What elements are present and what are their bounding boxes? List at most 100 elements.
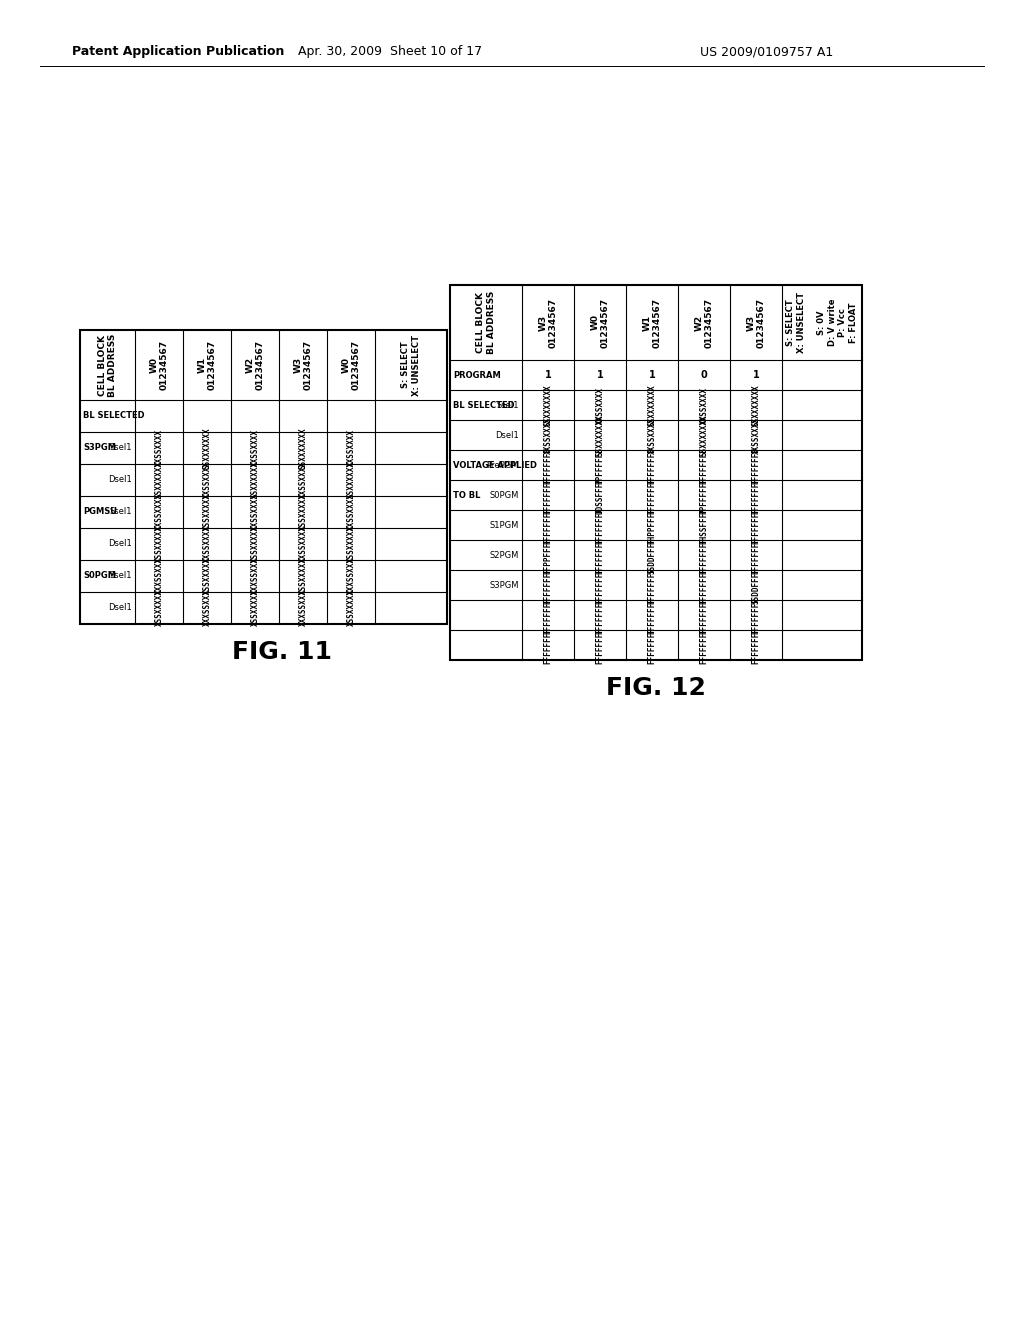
Text: XSSXXXXX: XSSXXXXX: [203, 494, 212, 531]
Text: FFFFFFFF: FFFFFFFF: [752, 597, 761, 634]
Text: FFFFFFFF: FFFFFFFF: [596, 627, 604, 664]
Text: FFFFFFFF: FFFFFFFF: [544, 566, 553, 603]
Text: FFFFFFFF: FFFFFFFF: [596, 597, 604, 634]
Text: XXSSXXXX: XXSSXXXX: [346, 429, 355, 466]
Text: 0: 0: [700, 370, 708, 380]
Text: FFFFFFFF: FFFFFFFF: [596, 566, 604, 603]
Text: XXSSXXXX: XXSSXXXX: [346, 494, 355, 531]
Text: XXSSXXXX: XXSSXXXX: [544, 417, 553, 454]
Text: FFFFFFFF: FFFFFFFF: [752, 627, 761, 664]
Text: Patent Application Publication: Patent Application Publication: [72, 45, 285, 58]
Text: FFFFFFFF: FFFFFFFF: [544, 627, 553, 664]
Text: XXSSXXXX: XXSSXXXX: [203, 462, 212, 499]
Text: XSSXXXXX: XSSXXXXX: [155, 525, 164, 562]
Text: XSSXXXXX: XSSXXXXX: [203, 557, 212, 594]
Text: W0
01234567: W0 01234567: [341, 341, 360, 391]
Text: FFFFFFFF: FFFFFFFF: [752, 446, 761, 483]
Text: XSSXXXXX: XSSXXXXX: [251, 590, 259, 627]
Text: XXXSSXXX: XXXSSXXX: [299, 590, 307, 627]
Text: W0
01234567: W0 01234567: [150, 341, 169, 391]
Text: SSXXXXXXX: SSXXXXXXX: [299, 428, 307, 469]
Text: S1PGM: S1PGM: [489, 520, 519, 529]
Text: DDSSFFFF: DDSSFFFF: [596, 477, 604, 513]
Text: W1
01234567: W1 01234567: [642, 297, 662, 347]
Text: BL SELECTED: BL SELECTED: [83, 412, 144, 421]
Text: Ssel1: Ssel1: [497, 400, 519, 409]
Text: W3
01234567: W3 01234567: [539, 297, 558, 347]
Text: FFFFFFFF: FFFFFFFF: [647, 566, 656, 603]
Text: XSSXXXXX: XSSXXXXX: [155, 590, 164, 627]
Text: Apr. 30, 2009  Sheet 10 of 17: Apr. 30, 2009 Sheet 10 of 17: [298, 45, 482, 58]
Text: FFFFFFFF: FFFFFFFF: [752, 477, 761, 513]
Text: SSXXXXXXX: SSXXXXXXX: [699, 414, 709, 455]
Text: FFFFFFFF: FFFFFFFF: [647, 446, 656, 483]
Text: PrePGM: PrePGM: [486, 461, 519, 470]
Text: Ssel1: Ssel1: [110, 572, 132, 581]
Text: FFPPFFFF: FFPPFFFF: [544, 536, 553, 573]
Text: S0PGM: S0PGM: [489, 491, 519, 499]
Text: FFFFFFFF: FFFFFFFF: [699, 536, 709, 573]
Text: FFFFFFFF: FFFFFFFF: [544, 597, 553, 634]
Text: SSDDFFFF: SSDDFFFF: [647, 536, 656, 573]
Text: PROGRAM: PROGRAM: [453, 371, 501, 380]
Text: Ssel1: Ssel1: [110, 444, 132, 453]
Text: SSXXXXXXX: SSXXXXXXX: [752, 384, 761, 426]
Text: W1
01234567: W1 01234567: [198, 341, 217, 391]
Text: S3PGM: S3PGM: [489, 581, 519, 590]
Text: Dsel1: Dsel1: [109, 475, 132, 484]
Text: FFFFFFFF: FFFFFFFF: [699, 566, 709, 603]
Text: S2PGM: S2PGM: [489, 550, 519, 560]
Text: XXXSSXXX: XXXSSXXX: [155, 557, 164, 594]
Text: Ssel1: Ssel1: [110, 507, 132, 516]
Bar: [80, 330, 447, 624]
Text: Dsel1: Dsel1: [109, 603, 132, 612]
Text: FFFFFFFF: FFFFFFFF: [699, 597, 709, 634]
Text: XXSSXXXX: XXSSXXXX: [203, 525, 212, 562]
Text: CELL BLOCK
BL ADDRESS: CELL BLOCK BL ADDRESS: [98, 334, 117, 397]
Text: FFFFFFFF: FFFFFFFF: [596, 507, 604, 544]
Text: TO BL: TO BL: [453, 491, 480, 499]
Text: XXSSXXXX: XXSSXXXX: [647, 417, 656, 454]
Bar: [450, 285, 862, 660]
Text: S0PGM: S0PGM: [83, 572, 116, 581]
Text: S: SELECT
X: UNSELECT
 
S: 0V
D: V write
P: Vcc
F: FLOAT: S: SELECT X: UNSELECT S: 0V D: V write P…: [786, 292, 858, 352]
Text: SSDDFFFF: SSDDFFFF: [752, 566, 761, 603]
Text: FFFFFFFF: FFFFFFFF: [544, 507, 553, 544]
Text: 1: 1: [545, 370, 551, 380]
Text: XXSSXXXX: XXSSXXXX: [251, 494, 259, 531]
Text: XXSSXXXX: XXSSXXXX: [251, 429, 259, 466]
Text: FFFFFFFF: FFFFFFFF: [544, 446, 553, 483]
Text: XXXSSXXX: XXXSSXXX: [346, 557, 355, 594]
Text: S: SELECT
X: UNSELECT: S: SELECT X: UNSELECT: [401, 334, 421, 396]
Text: FFFFFFFF: FFFFFFFF: [544, 477, 553, 513]
Text: FFFFFFFF: FFFFFFFF: [699, 446, 709, 483]
Text: XSSXXXXX: XSSXXXXX: [346, 525, 355, 562]
Text: SSXXXXXXX: SSXXXXXXX: [596, 414, 604, 455]
Text: VOLTAGE APPLIED: VOLTAGE APPLIED: [453, 461, 537, 470]
Text: SSXXXXXXX: SSXXXXXXX: [203, 428, 212, 469]
Text: FHSSFFFF: FHSSFFFF: [699, 507, 709, 544]
Text: XSSXXXXX: XSSXXXXX: [299, 494, 307, 531]
Text: PGMSU: PGMSU: [83, 507, 117, 516]
Text: US 2009/0109757 A1: US 2009/0109757 A1: [700, 45, 834, 58]
Text: XXSSXXXX: XXSSXXXX: [752, 417, 761, 454]
Text: W0
01234567: W0 01234567: [590, 297, 609, 347]
Text: CELL BLOCK
BL ADDRESS: CELL BLOCK BL ADDRESS: [476, 290, 496, 354]
Text: FFFFFFFF: FFFFFFFF: [596, 536, 604, 573]
Text: XXSSXXXX: XXSSXXXX: [699, 387, 709, 424]
Text: XXSSXXXX: XXSSXXXX: [299, 525, 307, 562]
Text: FFFFFFFF: FFFFFFFF: [752, 507, 761, 544]
Text: 1: 1: [597, 370, 603, 380]
Text: BL SELECTED: BL SELECTED: [453, 400, 515, 409]
Text: XSSXXXXX: XSSXXXXX: [299, 557, 307, 594]
Text: W3
01234567: W3 01234567: [746, 297, 766, 347]
Text: W2
01234567: W2 01234567: [246, 341, 264, 391]
Text: FFFFFFFF: FFFFFFFF: [647, 477, 656, 513]
Text: PPFFFFFF: PPFFFFFF: [596, 446, 604, 483]
Text: W2
01234567: W2 01234567: [694, 297, 714, 347]
Text: XXSSXXXX: XXSSXXXX: [155, 429, 164, 466]
Text: Dsel1: Dsel1: [109, 540, 132, 549]
Text: FIG. 11: FIG. 11: [232, 640, 333, 664]
Text: PPFFFFFF: PPFFFFFF: [699, 477, 709, 513]
Text: XXSSXXXX: XXSSXXXX: [155, 494, 164, 531]
